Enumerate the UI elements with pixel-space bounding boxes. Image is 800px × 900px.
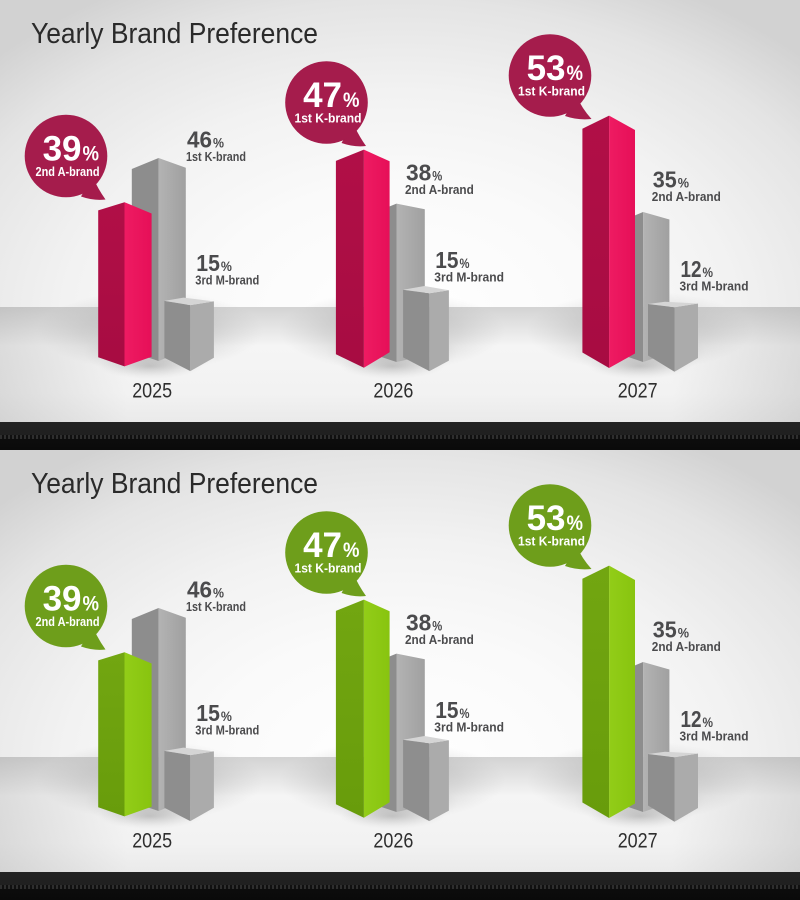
svg-text:Yearly Brand Preference: Yearly Brand Preference <box>31 468 318 500</box>
svg-text:3rd M-brand: 3rd M-brand <box>680 280 749 294</box>
svg-text:3rd M-brand: 3rd M-brand <box>680 730 749 744</box>
svg-text:12: 12 <box>681 256 702 282</box>
svg-text:35: 35 <box>653 616 677 642</box>
svg-text:%: % <box>83 143 100 166</box>
svg-text:1st K-brand: 1st K-brand <box>518 533 585 548</box>
svg-text:2025: 2025 <box>132 379 172 403</box>
svg-text:53: 53 <box>527 499 566 538</box>
svg-text:%: % <box>213 586 224 601</box>
svg-text:%: % <box>703 265 714 280</box>
svg-text:47: 47 <box>303 526 342 565</box>
svg-text:%: % <box>221 709 232 724</box>
svg-text:12: 12 <box>681 706 702 732</box>
svg-text:3rd M-brand: 3rd M-brand <box>434 720 504 734</box>
svg-text:15: 15 <box>435 697 458 723</box>
svg-text:1st K-brand: 1st K-brand <box>518 83 585 98</box>
svg-text:15: 15 <box>435 247 458 273</box>
svg-text:%: % <box>213 136 224 151</box>
svg-text:%: % <box>432 168 442 183</box>
svg-text:15: 15 <box>196 250 220 276</box>
svg-text:2nd A-brand: 2nd A-brand <box>405 633 474 647</box>
svg-text:2026: 2026 <box>373 379 413 403</box>
svg-text:1st K-brand: 1st K-brand <box>186 600 246 614</box>
svg-text:%: % <box>343 539 360 562</box>
svg-text:%: % <box>567 62 584 85</box>
svg-text:3rd M-brand: 3rd M-brand <box>434 270 504 284</box>
svg-text:3rd M-brand: 3rd M-brand <box>195 274 259 288</box>
svg-text:2nd A-brand: 2nd A-brand <box>36 614 100 629</box>
svg-text:15: 15 <box>196 700 220 726</box>
svg-text:53: 53 <box>527 49 566 88</box>
svg-text:%: % <box>460 706 470 721</box>
svg-text:1st K-brand: 1st K-brand <box>295 110 362 125</box>
svg-text:%: % <box>678 175 689 190</box>
svg-text:%: % <box>678 625 689 640</box>
svg-text:%: % <box>703 715 714 730</box>
svg-text:47: 47 <box>303 76 342 115</box>
svg-text:38: 38 <box>406 159 431 185</box>
svg-text:%: % <box>567 512 584 535</box>
svg-text:38: 38 <box>406 609 431 635</box>
svg-text:%: % <box>343 89 360 112</box>
svg-text:39: 39 <box>43 580 82 619</box>
svg-text:46: 46 <box>187 127 212 153</box>
svg-text:35: 35 <box>653 166 677 192</box>
svg-text:2nd A-brand: 2nd A-brand <box>652 640 721 654</box>
svg-text:46: 46 <box>187 577 212 603</box>
svg-text:%: % <box>83 593 100 616</box>
svg-text:%: % <box>432 618 442 633</box>
svg-text:2nd A-brand: 2nd A-brand <box>652 190 721 204</box>
svg-text:%: % <box>460 256 470 271</box>
svg-text:1st K-brand: 1st K-brand <box>295 560 362 575</box>
svg-text:39: 39 <box>43 130 82 169</box>
svg-text:Yearly Brand Preference: Yearly Brand Preference <box>31 18 318 50</box>
svg-text:2nd A-brand: 2nd A-brand <box>405 183 474 197</box>
svg-text:2025: 2025 <box>132 829 172 853</box>
svg-text:2026: 2026 <box>373 829 413 853</box>
svg-text:1st K-brand: 1st K-brand <box>186 150 246 164</box>
svg-text:%: % <box>221 259 232 274</box>
svg-text:2027: 2027 <box>618 379 658 403</box>
svg-text:2nd A-brand: 2nd A-brand <box>36 164 100 179</box>
svg-text:2027: 2027 <box>618 829 658 853</box>
svg-text:3rd M-brand: 3rd M-brand <box>195 724 259 738</box>
